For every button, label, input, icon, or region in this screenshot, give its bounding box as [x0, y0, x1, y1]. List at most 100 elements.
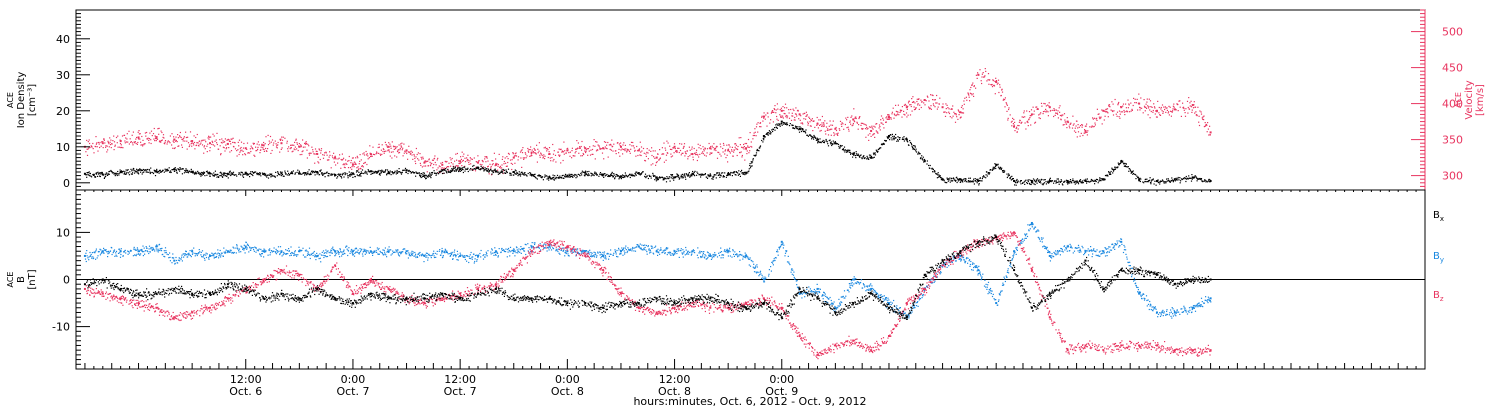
data-point — [236, 244, 237, 245]
data-point — [594, 139, 595, 140]
data-point — [201, 252, 202, 253]
data-point — [727, 155, 728, 156]
data-point — [265, 143, 266, 144]
data-point — [399, 152, 400, 153]
data-point — [955, 113, 956, 114]
data-point — [950, 182, 951, 183]
data-point — [139, 255, 140, 256]
data-point — [1107, 108, 1108, 109]
data-point — [1045, 181, 1046, 182]
data-point — [735, 143, 736, 144]
data-point — [188, 172, 189, 173]
data-point — [1163, 107, 1164, 108]
data-point — [1210, 297, 1212, 299]
data-point — [706, 155, 707, 156]
data-point — [613, 144, 614, 145]
data-point — [173, 136, 174, 137]
data-point — [287, 171, 288, 172]
data-point — [957, 182, 958, 183]
data-point — [669, 146, 670, 147]
data-point — [416, 148, 417, 149]
data-point — [569, 156, 570, 157]
data-point — [926, 163, 927, 164]
data-point — [622, 148, 623, 149]
data-point — [347, 161, 348, 162]
data-point — [1171, 180, 1172, 181]
data-point — [178, 137, 179, 138]
data-point — [568, 152, 569, 153]
data-point — [980, 177, 981, 178]
data-point — [738, 175, 739, 176]
data-point — [128, 172, 129, 173]
data-point — [672, 178, 673, 179]
data-point — [798, 129, 799, 130]
y-axis-label-line: [cm⁻³] — [27, 84, 38, 116]
data-point — [193, 248, 194, 249]
data-point — [415, 156, 416, 157]
data-point — [240, 148, 241, 149]
data-point — [483, 166, 484, 167]
data-point — [161, 248, 162, 249]
data-point — [1126, 107, 1127, 108]
data-point — [214, 145, 215, 146]
data-point — [1119, 111, 1120, 112]
data-point — [807, 114, 808, 115]
data-point — [470, 168, 471, 169]
data-point — [280, 142, 282, 144]
data-point — [226, 173, 227, 174]
data-point — [1195, 107, 1196, 108]
data-point — [174, 170, 175, 171]
data-point — [1069, 127, 1070, 128]
data-point — [296, 256, 297, 257]
data-point — [909, 140, 910, 141]
data-point — [671, 156, 672, 157]
data-point — [204, 260, 205, 261]
data-point — [934, 106, 935, 107]
data-point — [112, 143, 113, 144]
data-point — [1205, 180, 1206, 181]
data-point — [698, 147, 699, 148]
data-point — [581, 172, 582, 173]
data-point — [675, 148, 676, 149]
data-point — [531, 155, 532, 156]
data-point — [725, 157, 726, 158]
data-point — [290, 253, 291, 254]
data-point — [946, 112, 947, 113]
data-point — [116, 137, 117, 138]
data-point — [118, 147, 119, 148]
data-point — [120, 257, 121, 258]
data-point — [740, 171, 741, 172]
data-point — [682, 177, 683, 178]
data-point — [414, 158, 415, 159]
data-point — [193, 172, 194, 173]
data-point — [114, 149, 115, 150]
data-point — [611, 150, 612, 151]
data-point — [168, 254, 169, 255]
data-point — [740, 176, 741, 177]
data-point — [697, 160, 698, 161]
data-point — [916, 149, 917, 150]
data-point — [634, 147, 635, 148]
data-point — [114, 256, 115, 257]
data-point — [273, 145, 274, 146]
data-point — [192, 250, 193, 251]
data-point — [488, 169, 489, 170]
series-b-y — [84, 222, 1212, 319]
data-point — [120, 143, 121, 144]
data-point — [663, 153, 664, 154]
data-point — [151, 247, 152, 248]
data-point — [276, 249, 277, 250]
data-point — [503, 163, 504, 164]
data-point — [334, 162, 335, 163]
data-point — [168, 257, 169, 258]
data-point — [1174, 107, 1175, 108]
data-point — [331, 248, 332, 249]
data-point — [650, 151, 651, 152]
data-point — [645, 177, 646, 178]
data-point — [995, 168, 996, 169]
data-point — [1207, 131, 1208, 132]
data-point — [651, 155, 652, 156]
data-point — [857, 123, 858, 124]
data-point — [524, 175, 525, 176]
data-point — [1043, 113, 1044, 114]
